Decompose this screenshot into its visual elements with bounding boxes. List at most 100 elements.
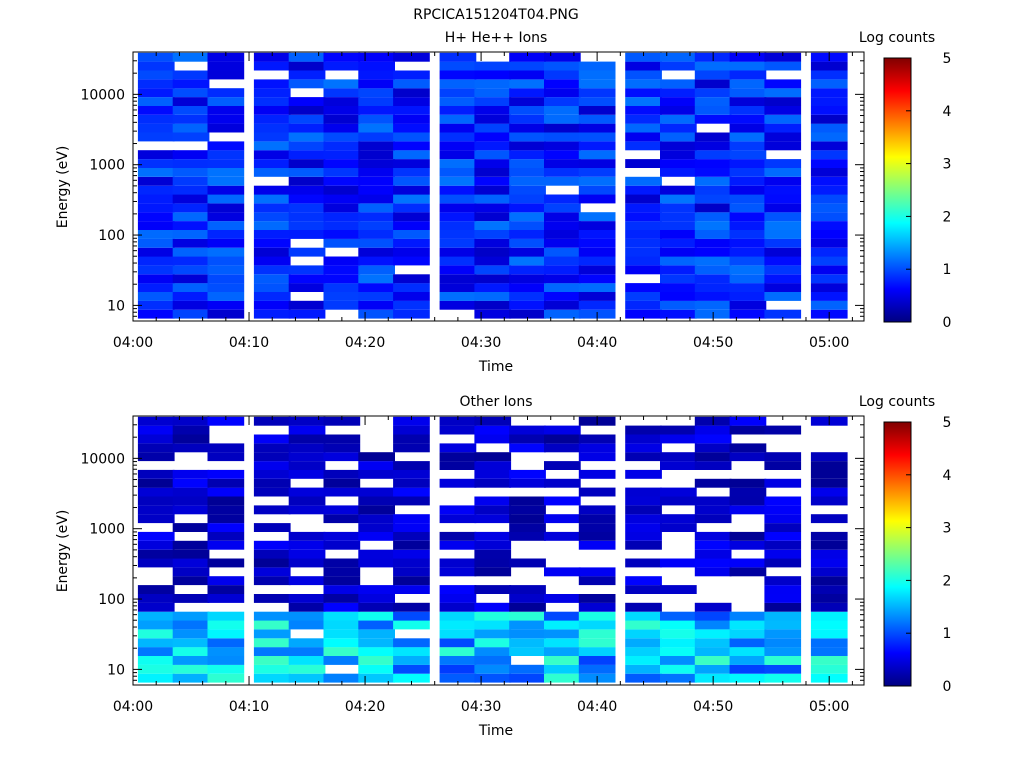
heatmap-cell [474, 159, 512, 168]
heatmap-cell [764, 629, 802, 639]
heatmap-cell [439, 531, 477, 541]
heatmap-cell [207, 105, 245, 115]
heatmap-cell [172, 52, 210, 62]
heatmap-cell [474, 79, 512, 89]
heatmap-cell [544, 514, 581, 524]
colorbar-tick-label: 2 [943, 209, 952, 225]
heatmap-cell [172, 664, 210, 674]
heatmap-cell [207, 487, 245, 497]
heatmap-cell [810, 514, 848, 524]
x-tick-label: 04:20 [345, 335, 385, 351]
heatmap-cell [660, 514, 697, 524]
colorbar-tick-label: 3 [943, 521, 952, 537]
heatmap-cell [694, 549, 732, 559]
heatmap-cell [207, 141, 245, 151]
heatmap-cell [288, 647, 326, 656]
x-axis-ticks: 04:00 04:10 04:20 04:30 04:40 04:50 05:00 [113, 416, 853, 715]
heatmap-cell [729, 70, 767, 80]
heatmap-cell [660, 194, 697, 204]
heatmap-cell [578, 602, 616, 612]
heatmap-cell [207, 212, 245, 222]
heatmap-cell [729, 452, 767, 462]
heatmap-cell [810, 238, 848, 248]
heatmap-cell [207, 647, 245, 656]
heatmap-cell [544, 159, 581, 168]
heatmap-cell [207, 123, 245, 133]
heatmap-cell [253, 478, 291, 488]
heatmap-cell [578, 70, 616, 80]
heatmap-cell [172, 221, 210, 230]
heatmap-cell [660, 221, 697, 230]
heatmap-cell [810, 487, 848, 497]
heatmap-cell [694, 656, 732, 665]
heatmap-cell [207, 97, 245, 106]
heatmap-cell [474, 478, 512, 488]
heatmap-cell [694, 185, 732, 195]
heatmap-cell [694, 292, 732, 301]
heatmap-cell [439, 247, 477, 257]
heatmap-cell [474, 647, 512, 656]
heatmap-cell [137, 531, 175, 541]
heatmap-cell [474, 300, 512, 310]
heatmap-cell [137, 478, 175, 488]
heatmap-cell [288, 159, 326, 168]
heatmap-cell [694, 611, 732, 621]
heatmap-cell [137, 514, 175, 524]
heatmap-cell [253, 88, 291, 98]
heatmap-cell [694, 114, 732, 124]
heatmap-cell [509, 88, 546, 98]
heatmap-cell [625, 611, 662, 621]
heatmap-cell [509, 274, 546, 284]
heatmap-cell [509, 469, 546, 479]
colorbar-label: Log counts [859, 30, 935, 46]
heatmap-cell [660, 300, 697, 310]
heatmap-cell [172, 567, 210, 577]
heatmap-cell [288, 656, 326, 665]
heatmap-cell [288, 611, 326, 621]
heatmap-cell [288, 309, 326, 319]
heatmap-cell [207, 114, 245, 124]
heatmap-cell [358, 105, 395, 115]
heatmap-cell [288, 203, 326, 213]
heatmap-cell [172, 123, 210, 133]
heatmap-cell [544, 443, 581, 453]
heatmap-cell [474, 673, 512, 683]
heatmap-cell [439, 443, 477, 453]
heatmap-cell [207, 52, 245, 62]
heatmap-cell [578, 274, 616, 284]
heatmap-cell [544, 611, 581, 621]
heatmap-cell [172, 478, 210, 488]
heatmap-cell [578, 540, 616, 550]
panel-title: Other Ions [459, 394, 532, 410]
heatmap-cell [474, 150, 512, 160]
heatmap-cell [393, 88, 430, 98]
heatmap-cell [474, 496, 512, 506]
heatmap-cell [439, 283, 477, 292]
heatmap-cell [207, 300, 245, 310]
heatmap-cell [393, 602, 430, 612]
heatmap-cell [207, 620, 245, 630]
heatmap-cell [288, 176, 326, 186]
heatmap-cell [439, 141, 477, 151]
heatmap-cell [729, 292, 767, 301]
heatmap-cell [393, 461, 430, 470]
heatmap-cell [358, 159, 395, 168]
heatmap-cell [694, 558, 732, 568]
heatmap-cell [578, 123, 616, 133]
heatmap-cell [207, 611, 245, 621]
heatmap-cell [544, 638, 581, 648]
heatmap-cell [694, 230, 732, 239]
heatmap-cell [578, 212, 616, 222]
heatmap-cell [474, 114, 512, 124]
heatmap-cell [694, 159, 732, 168]
heatmap-cell [393, 141, 430, 151]
heatmap-cell [323, 558, 361, 568]
heatmap-cell [358, 141, 395, 151]
heatmap-cell [729, 283, 767, 292]
heatmap-cell [544, 300, 581, 310]
heatmap-cell [474, 567, 512, 577]
heatmap-cell [288, 673, 326, 683]
heatmap-cell [625, 638, 662, 648]
heatmap-cell [474, 230, 512, 239]
heatmap-cell [625, 230, 662, 239]
